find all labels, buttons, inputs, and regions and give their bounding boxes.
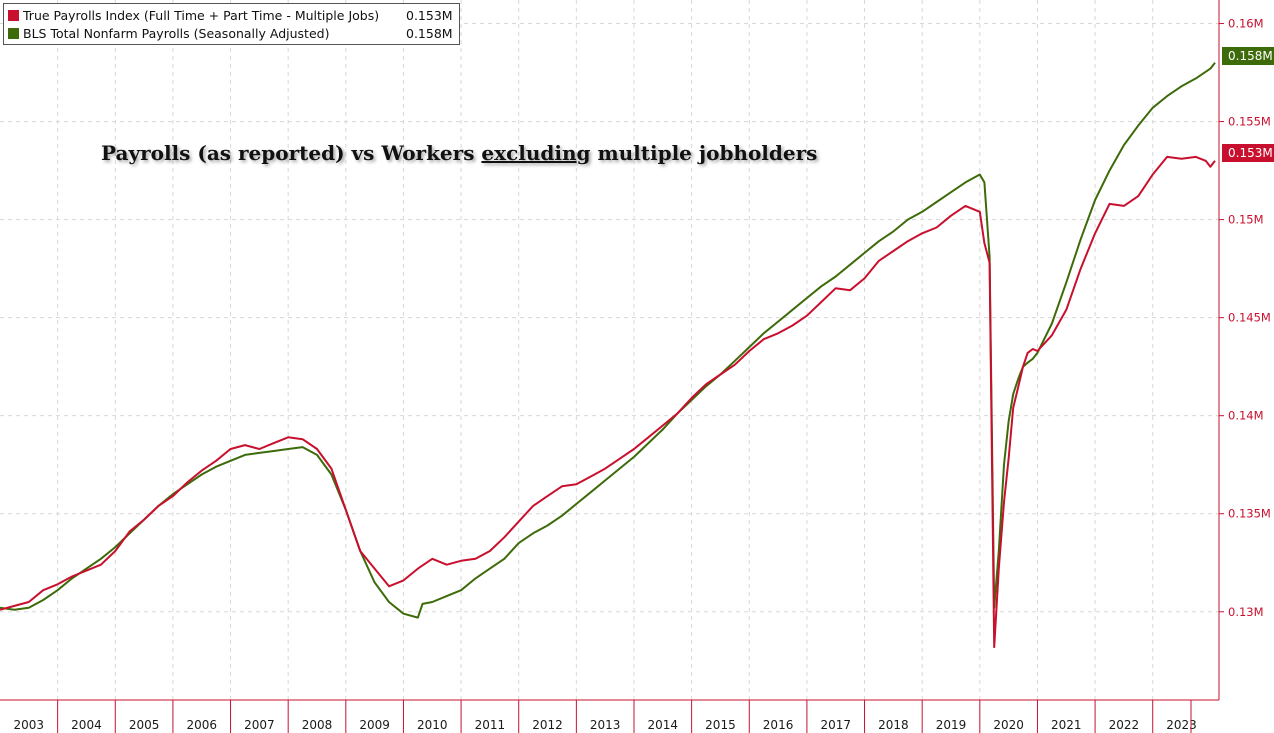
x-tick-label: 2003 <box>14 718 45 732</box>
legend: True Payrolls Index (Full Time + Part Ti… <box>3 3 460 45</box>
x-tick-label: 2021 <box>1051 718 1082 732</box>
title-part: Payrolls (as reported) vs Workers <box>101 141 482 165</box>
x-tick-label: 2004 <box>71 718 102 732</box>
legend-label: BLS Total Nonfarm Payrolls (Seasonally A… <box>23 25 330 41</box>
y-tick-label: 0.15M <box>1228 213 1264 227</box>
y-tick-label: 0.135M <box>1228 507 1271 521</box>
y-tick-label: 0.145M <box>1228 311 1271 325</box>
last-value-badge-true-payrolls: 0.153M <box>1222 144 1274 162</box>
y-tick-label: 0.13M <box>1228 605 1264 619</box>
x-tick-label: 2022 <box>1109 718 1140 732</box>
legend-entry-true-payrolls: True Payrolls Index (Full Time + Part Ti… <box>8 6 453 24</box>
series-line-true-payrolls <box>0 155 1216 649</box>
x-tick-label: 2007 <box>244 718 275 732</box>
y-tick-label: 0.16M <box>1228 17 1264 31</box>
x-tick-label: 2010 <box>417 718 448 732</box>
x-tick-label: 2018 <box>878 718 909 732</box>
x-tick-label: 2016 <box>763 718 794 732</box>
legend-entry-bls-payrolls: BLS Total Nonfarm Payrolls (Seasonally A… <box>8 24 453 42</box>
x-tick-label: 2014 <box>648 718 679 732</box>
x-tick-label: 2009 <box>359 718 390 732</box>
y-tick-label: 0.155M <box>1228 115 1271 129</box>
x-tick-label: 2023 <box>1166 718 1197 732</box>
x-tick-label: 2008 <box>302 718 333 732</box>
series-line-bls-payrolls <box>0 62 1216 619</box>
title-part: multiple jobholders <box>590 141 818 165</box>
x-tick-label: 2017 <box>820 718 851 732</box>
x-tick-label: 2005 <box>129 718 160 732</box>
legend-value: 0.158M <box>406 25 453 41</box>
x-tick-label: 2006 <box>186 718 217 732</box>
chart-title: Payrolls (as reported) vs Workers exclud… <box>101 141 817 165</box>
title-underlined-word: excluding <box>481 141 591 165</box>
x-tick-label: 2011 <box>475 718 506 732</box>
last-value-badge-bls: 0.158M <box>1222 47 1274 65</box>
x-tick-label: 2015 <box>705 718 736 732</box>
x-tick-label: 2019 <box>936 718 967 732</box>
x-tick-label: 2013 <box>590 718 621 732</box>
legend-value: 0.153M <box>406 7 453 23</box>
x-tick-label: 2012 <box>532 718 563 732</box>
x-tick-label: 2020 <box>993 718 1024 732</box>
legend-swatch-green <box>8 27 19 39</box>
series-layer <box>0 62 1216 649</box>
legend-swatch-red <box>8 9 19 21</box>
legend-label: True Payrolls Index (Full Time + Part Ti… <box>23 7 380 23</box>
y-tick-label: 0.14M <box>1228 409 1264 423</box>
